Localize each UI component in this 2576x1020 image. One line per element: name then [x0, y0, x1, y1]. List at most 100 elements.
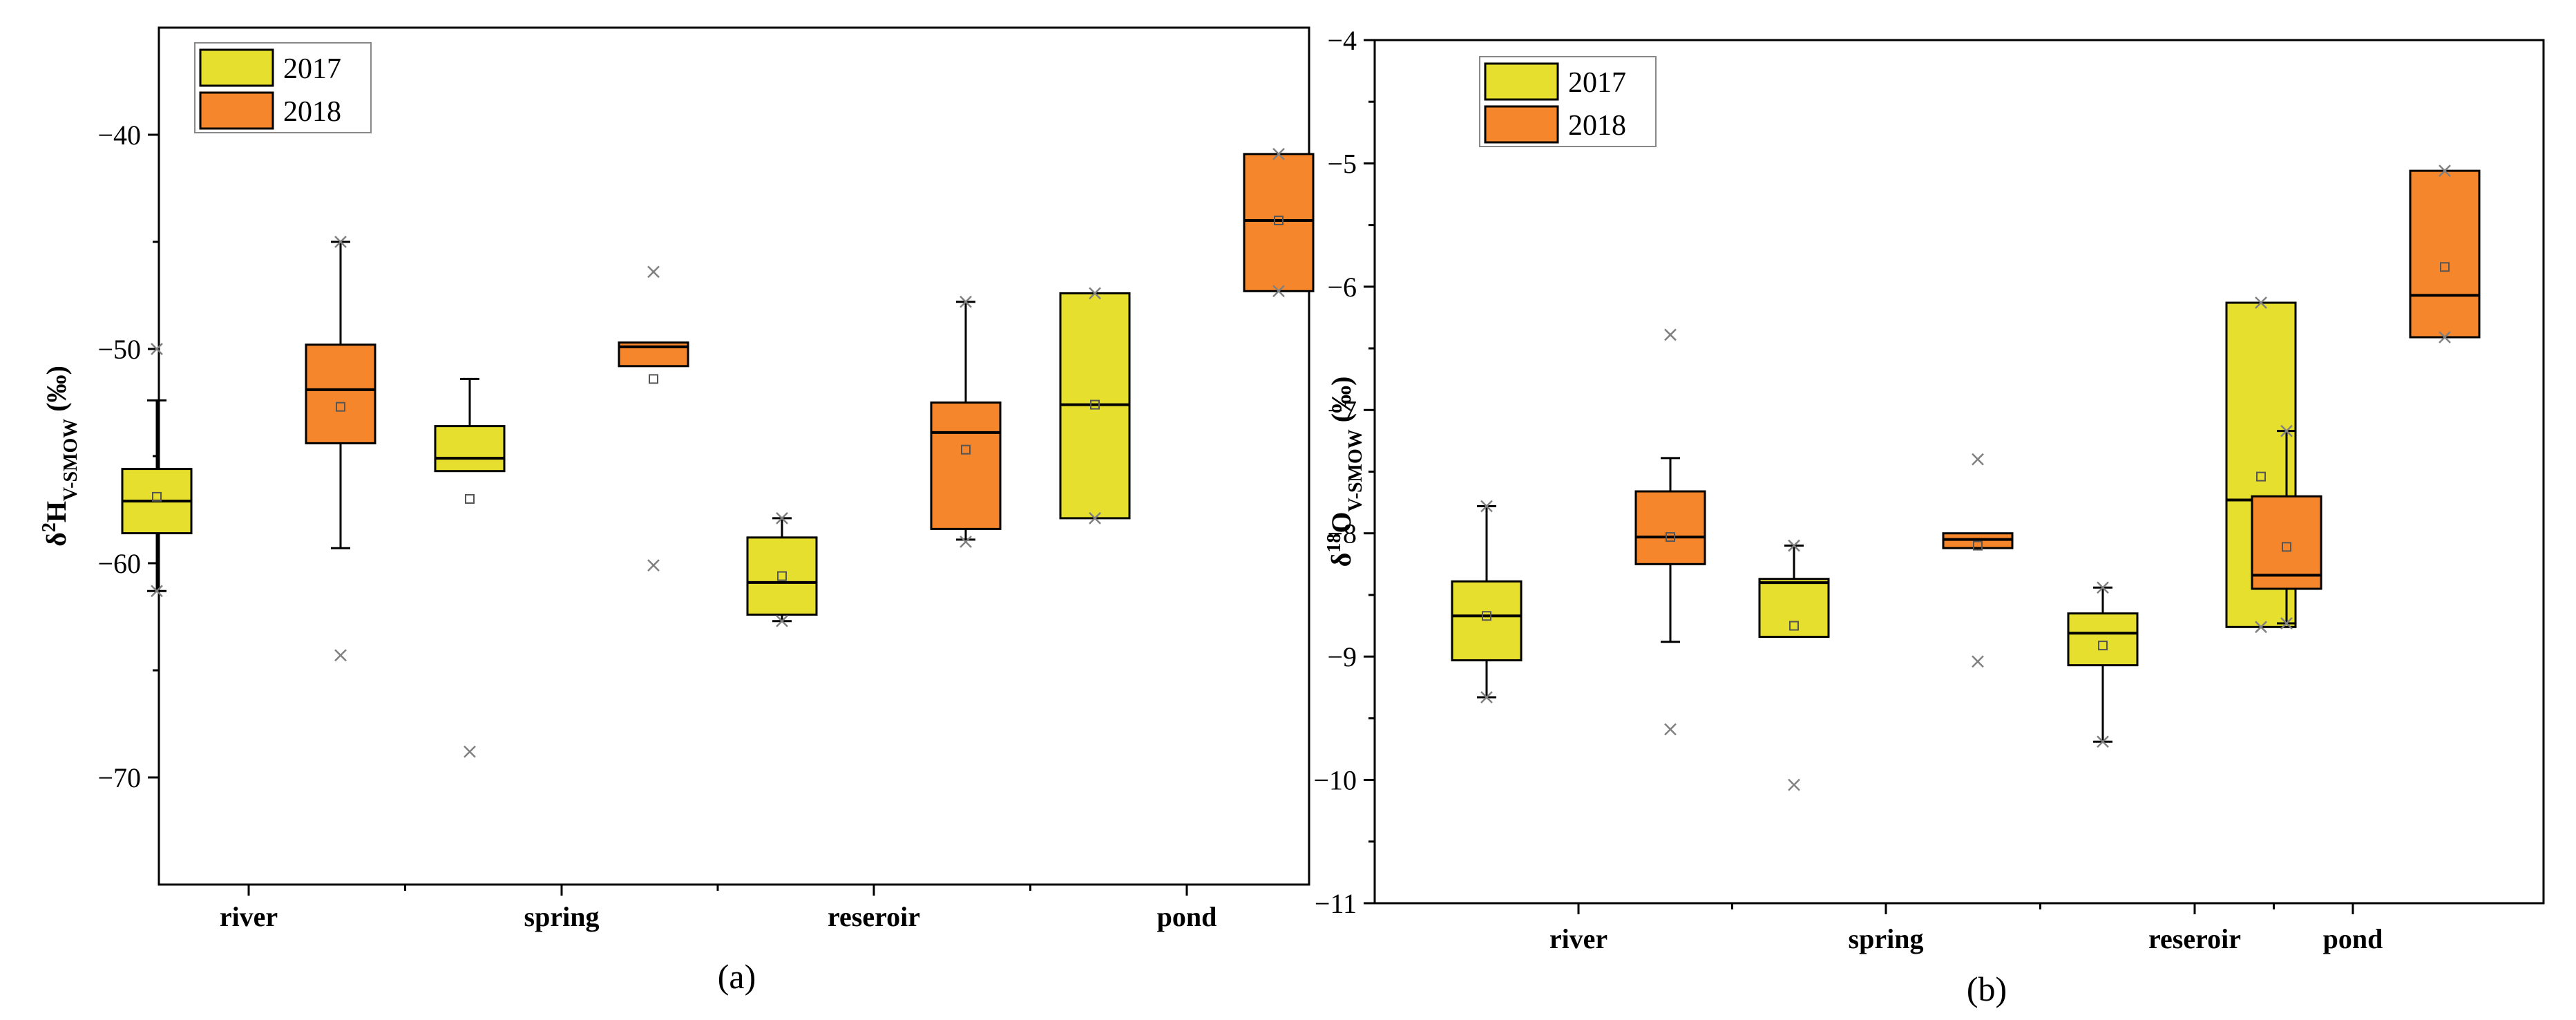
- outlier-point: [1089, 287, 1101, 300]
- box-2018-reseroir: [930, 295, 1002, 548]
- box-iqr: [2067, 612, 2139, 667]
- y-axis-label-sub: V-SMOW: [60, 419, 82, 501]
- box-mean: [777, 571, 787, 581]
- x-tick-label-river: river: [220, 901, 278, 932]
- outlier-stroke: [2439, 164, 2451, 178]
- outlier-stroke: [1972, 655, 1984, 668]
- x-tick-label-reseroir: reseroir: [2148, 923, 2241, 954]
- outlier-point: [960, 536, 972, 548]
- outlier-stroke: [1480, 500, 1493, 513]
- outlier-point: [1272, 285, 1285, 298]
- box-2018-river: [305, 236, 376, 662]
- box-mean: [1274, 216, 1284, 225]
- x-tick-label-spring: spring: [524, 901, 600, 932]
- outlier-point: [1272, 148, 1285, 160]
- outlier-stroke: [1089, 512, 1101, 525]
- box-2018-pond: [2409, 164, 2481, 343]
- outlier-stroke: [647, 265, 660, 278]
- panel-a: −70 −60 −50 −40 river spring reseroir pond δ2HV-…: [39, 26, 1315, 996]
- y-tick-label: −10: [1313, 765, 1357, 796]
- outlier-stroke: [464, 745, 476, 758]
- y-axis-label: δ2HV-SMOW (‰): [39, 366, 82, 547]
- box-iqr: [305, 343, 376, 444]
- outlier-point: [647, 559, 660, 572]
- outlier-stroke: [1664, 723, 1677, 736]
- legend-label-2017: 2017: [283, 53, 341, 85]
- plot-frame: [1373, 39, 2545, 905]
- outlier-stroke: [1788, 539, 1800, 552]
- outlier-point: [1972, 453, 1984, 466]
- y-axis-label-sup: 2: [39, 522, 60, 532]
- box-mean: [2098, 641, 2108, 651]
- box-iqr: [1634, 490, 1706, 565]
- outlier-stroke: [2097, 735, 2109, 748]
- outlier-stroke: [960, 536, 972, 548]
- y-tick-label: −5: [1327, 148, 1357, 179]
- outlier-stroke: [151, 585, 163, 598]
- legend-swatch-2017: [1484, 62, 1559, 101]
- outlier-stroke: [334, 649, 347, 662]
- outlier-stroke: [151, 343, 163, 355]
- outlier-stroke: [776, 614, 788, 627]
- outlier-stroke: [1788, 778, 1800, 791]
- box-iqr: [746, 536, 818, 616]
- y-tick-label: −9: [1327, 641, 1357, 672]
- box-mean: [649, 374, 658, 384]
- box-mean: [1789, 621, 1799, 631]
- outlier-point: [1788, 778, 1800, 791]
- outlier-point: [2097, 581, 2109, 594]
- outlier-stroke: [2255, 296, 2267, 309]
- outlier-stroke: [776, 512, 788, 525]
- legend-label-2018: 2018: [1568, 110, 1626, 142]
- panel-label: (a): [718, 957, 756, 996]
- box-mean: [961, 444, 971, 455]
- y-tick-label: −8: [1327, 518, 1357, 549]
- outlier-point: [2439, 164, 2451, 178]
- box-mean: [1973, 540, 1983, 551]
- outlier-point: [334, 649, 347, 662]
- box-2017-river: [1451, 500, 1523, 703]
- panel-label: (b): [1967, 970, 2007, 1008]
- box-mean: [1482, 611, 1491, 621]
- outlier-point: [151, 585, 163, 598]
- outlier-point: [1972, 655, 1984, 668]
- y-tick-label: −4: [1327, 25, 1357, 56]
- box-2018-spring: [618, 265, 689, 572]
- y-tick-label: −70: [97, 762, 141, 793]
- outlier-stroke: [1972, 453, 1984, 466]
- outlier-point: [776, 512, 788, 525]
- y-axis-label-base: H: [41, 501, 72, 522]
- box-iqr: [1243, 153, 1315, 292]
- box-mean: [336, 402, 345, 412]
- y-axis-label: δ18OV-SMOW (‰): [1324, 377, 1366, 567]
- outlier-point: [647, 265, 660, 278]
- outlier-point: [1664, 328, 1677, 341]
- box-2018-reseroir: [2251, 424, 2322, 630]
- legend: 2017 2018: [194, 42, 372, 133]
- box-2017-spring: [434, 377, 506, 758]
- outlier-point: [1089, 512, 1101, 525]
- box-iqr: [2409, 169, 2481, 339]
- outlier-point: [2255, 621, 2267, 634]
- legend-swatch-2017: [199, 48, 274, 87]
- y-axis-label-base: O: [1326, 512, 1357, 533]
- box-mean: [2440, 262, 2450, 272]
- legend-swatch-2018: [1484, 105, 1559, 144]
- outlier-stroke: [1272, 148, 1285, 160]
- y-tick-label: −60: [97, 548, 141, 579]
- box-iqr: [1758, 578, 1830, 639]
- box-mean: [1090, 399, 1100, 410]
- outlier-stroke: [647, 559, 660, 572]
- box-2017-reseroir: [746, 512, 818, 627]
- box-2017-river: [121, 343, 193, 598]
- outlier-stroke: [1664, 328, 1677, 341]
- legend-swatch-2018: [199, 91, 274, 130]
- outlier-point: [1480, 691, 1493, 703]
- outlier-point: [776, 614, 788, 627]
- box-iqr: [930, 402, 1002, 530]
- box-iqr: [434, 425, 506, 473]
- legend-label-2018: 2018: [283, 96, 341, 128]
- outlier-point: [464, 745, 476, 758]
- x-tick-label-pond: pond: [2323, 923, 2383, 954]
